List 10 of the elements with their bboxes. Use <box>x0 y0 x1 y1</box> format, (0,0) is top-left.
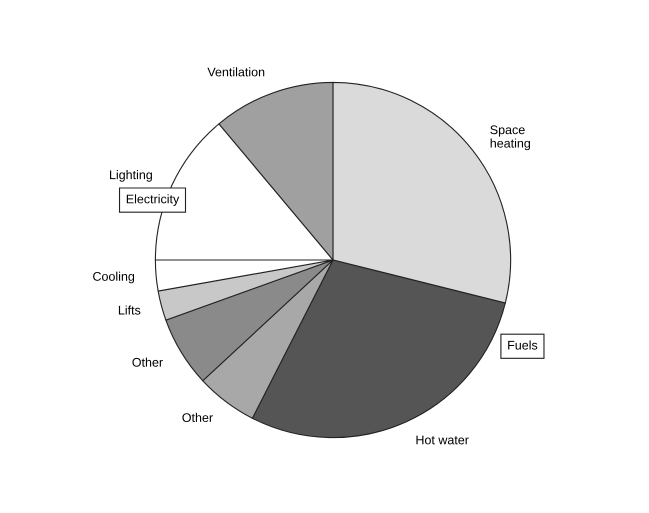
text: Electricity <box>126 194 180 206</box>
slice-label: Lifts <box>118 305 140 315</box>
slice-label: Other <box>182 412 213 422</box>
slice-label: Space heating <box>490 125 530 150</box>
slice-label: Lighting <box>110 170 152 182</box>
slice-label: Hot water <box>416 436 469 444</box>
text: Fuels <box>508 340 538 350</box>
slice-label: Other <box>132 358 163 367</box>
slice-label: Cooling <box>93 272 134 284</box>
slice-label: Ventilation <box>207 67 264 76</box>
